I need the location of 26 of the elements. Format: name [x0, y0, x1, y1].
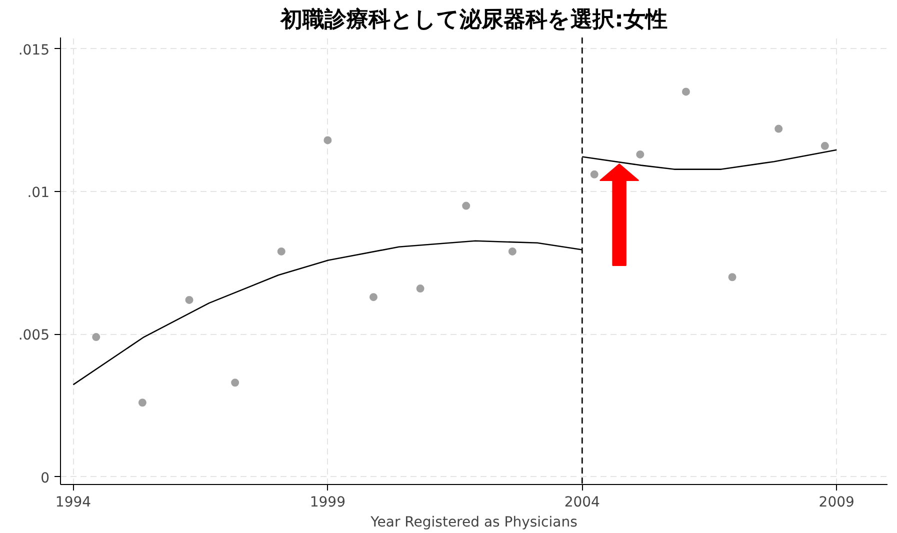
x-tick-label: 1994 — [55, 494, 92, 510]
x-tick-label: 2004 — [564, 494, 600, 510]
point — [92, 333, 100, 342]
point — [416, 284, 424, 293]
point — [636, 150, 644, 158]
y-tick-label: .005 — [18, 328, 50, 344]
point — [728, 273, 736, 282]
y-tick-label: .015 — [18, 42, 50, 58]
x-tick-label: 1999 — [310, 494, 346, 510]
point — [185, 296, 194, 304]
x-axis-title: Year Registered as Physicians — [370, 514, 578, 530]
point — [324, 136, 332, 144]
point — [277, 247, 286, 256]
chart-title: 初職診療科として泌尿器科を選択:女性 — [280, 6, 668, 32]
point — [508, 247, 516, 256]
point — [231, 378, 240, 387]
point — [590, 170, 598, 178]
point — [774, 124, 783, 133]
point — [138, 398, 146, 407]
point — [462, 202, 470, 210]
x-tick-label: 2009 — [818, 494, 854, 510]
y-tick-label: 0 — [40, 470, 50, 486]
y-tick-label: .01 — [27, 185, 50, 202]
point — [682, 88, 690, 96]
point — [369, 293, 378, 302]
point — [820, 142, 829, 150]
